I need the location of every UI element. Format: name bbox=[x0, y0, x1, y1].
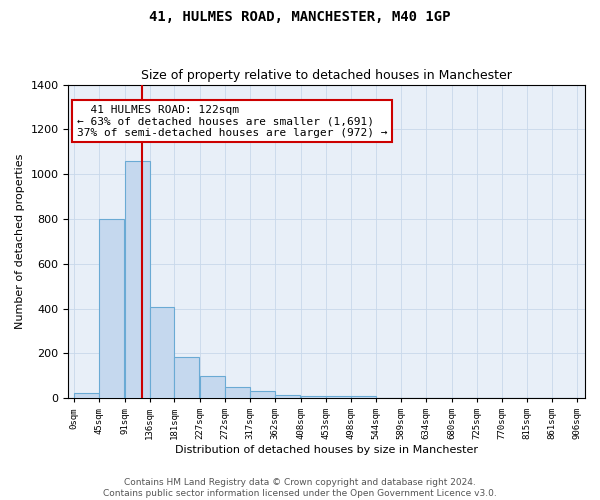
Text: 41, HULMES ROAD, MANCHESTER, M40 1GP: 41, HULMES ROAD, MANCHESTER, M40 1GP bbox=[149, 10, 451, 24]
Bar bbox=[175, 356, 199, 398]
Bar bbox=[200, 376, 225, 398]
Bar bbox=[250, 392, 275, 398]
Bar bbox=[149, 308, 175, 398]
Bar bbox=[326, 396, 350, 398]
Bar bbox=[350, 396, 376, 398]
Text: 41 HULMES ROAD: 122sqm
← 63% of detached houses are smaller (1,691)
37% of semi-: 41 HULMES ROAD: 122sqm ← 63% of detached… bbox=[77, 104, 387, 138]
Bar bbox=[125, 160, 149, 398]
Bar bbox=[275, 395, 300, 398]
Bar bbox=[99, 219, 124, 398]
Y-axis label: Number of detached properties: Number of detached properties bbox=[15, 154, 25, 329]
Bar bbox=[301, 396, 326, 398]
Title: Size of property relative to detached houses in Manchester: Size of property relative to detached ho… bbox=[141, 69, 512, 82]
X-axis label: Distribution of detached houses by size in Manchester: Distribution of detached houses by size … bbox=[175, 445, 478, 455]
Text: Contains HM Land Registry data © Crown copyright and database right 2024.
Contai: Contains HM Land Registry data © Crown c… bbox=[103, 478, 497, 498]
Bar bbox=[225, 387, 250, 398]
Bar bbox=[74, 392, 99, 398]
